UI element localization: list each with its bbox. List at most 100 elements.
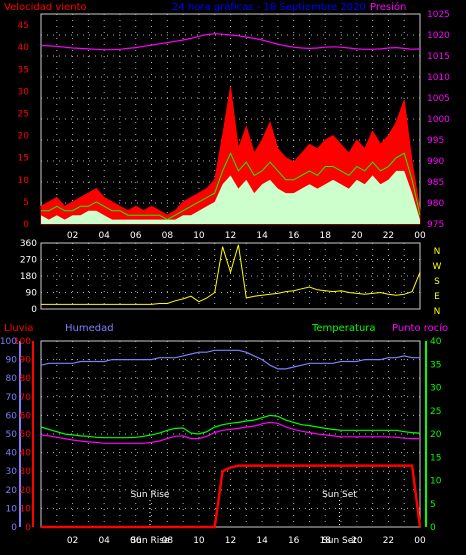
wind-y-tick: 35 (18, 65, 29, 75)
x-tick-label: 04 (98, 536, 110, 546)
wind-y-tick: 30 (18, 87, 30, 97)
wind-calm-area (41, 170, 420, 224)
humidity-y-tick: 20 (6, 486, 18, 496)
humidity-line (40, 349, 420, 370)
compass-label: E (434, 292, 440, 302)
temperature-y-tick: 30 (430, 384, 442, 394)
wind-y-tick: 20 (18, 132, 30, 142)
rain-y-tick: 30 (20, 467, 32, 477)
pressure-y-tick: 995 (427, 136, 444, 146)
humidity-y-tick: 30 (6, 467, 18, 477)
compass-label: N (434, 307, 441, 317)
x-tick-label: 06 (130, 536, 142, 546)
humidity-y-tick: 100 (0, 337, 17, 347)
x-tick-label: 14 (256, 231, 268, 241)
wind-average-line (41, 152, 421, 221)
temperature-line (40, 414, 421, 439)
temperature-y-tick: 5 (430, 500, 436, 510)
rain-y-tick: 0 (25, 523, 31, 533)
pressure-label: Presión (370, 1, 406, 13)
x-tick-label: 08 (162, 536, 174, 546)
x-tick-label: 20 (351, 536, 363, 546)
x-tick-label: 00 (414, 231, 426, 241)
temperature-y-tick: 20 (430, 430, 442, 440)
x-tick-label: 12 (225, 231, 236, 241)
wind-y-tick: 15 (18, 154, 29, 164)
chart-title: 24 hora gráficas - 18 Septiembre 2020 (172, 1, 366, 13)
humidity-y-tick: 90 (6, 356, 18, 366)
direction-y-tick: 0 (31, 305, 37, 315)
pressure-y-tick: 1005 (427, 94, 450, 104)
sun-annotation: Sun Set (322, 490, 357, 500)
compass-label: W (433, 262, 442, 272)
compass-label: S (434, 277, 440, 287)
rain-line (41, 464, 422, 529)
temperature-y-tick: 40 (430, 337, 442, 347)
rain-label: Lluvia (4, 323, 34, 334)
wind-direction-line (41, 244, 421, 305)
wind-y-tick: 45 (18, 21, 29, 31)
humidity-y-tick: 0 (11, 523, 17, 533)
x-tick-label: 04 (98, 231, 110, 241)
temperature-y-tick: 35 (430, 360, 441, 370)
wind-y-tick: 40 (18, 43, 30, 53)
x-tick-label: 10 (193, 231, 205, 241)
rain-y-tick: 60 (20, 411, 32, 421)
temperature-y-tick: 10 (430, 477, 442, 487)
humidity-y-tick: 80 (6, 374, 18, 384)
x-tick-label: 14 (256, 536, 268, 546)
x-tick-label: 20 (351, 231, 363, 241)
rain-y-tick: 100 (14, 337, 31, 347)
rain-y-tick: 50 (20, 430, 32, 440)
pressure-y-tick: 980 (427, 199, 444, 209)
x-tick-label: 22 (383, 231, 394, 241)
x-tick-label: 00 (414, 536, 426, 546)
sun-annotation: Sun Rise (130, 490, 169, 500)
wind-y-tick: 5 (23, 198, 29, 208)
pressure-y-tick: 1020 (427, 31, 450, 41)
wind-y-tick: 0 (23, 220, 29, 230)
plot-frame (40, 340, 421, 528)
pressure-line (40, 33, 421, 51)
direction-y-tick: 90 (26, 289, 38, 299)
dewpoint-label: Punto rocío (392, 322, 448, 334)
humidity-y-tick: 40 (6, 449, 18, 459)
x-tick-label: 02 (67, 536, 78, 546)
x-tick-label: 22 (383, 536, 394, 546)
pressure-y-tick: 1010 (427, 73, 450, 83)
temperature-y-tick: 0 (430, 523, 436, 533)
x-tick-label: 16 (288, 231, 300, 241)
wind-y-tick: 10 (18, 176, 30, 186)
temperature-y-tick: 15 (430, 453, 441, 463)
pressure-y-tick: 990 (427, 157, 444, 167)
x-tick-label: 18 (320, 536, 332, 546)
humidity-label: Humedad (65, 323, 114, 334)
rain-y-tick: 70 (20, 393, 32, 403)
wind-y-tick: 25 (18, 109, 29, 119)
pressure-y-tick: 985 (427, 178, 444, 188)
pressure-y-tick: 975 (427, 220, 444, 230)
x-tick-label: 10 (193, 536, 205, 546)
rain-y-tick: 20 (20, 486, 32, 496)
humidity-y-tick: 10 (6, 504, 18, 514)
sun-annotation: Sun Rise (130, 536, 169, 546)
temperature-label: Temperatura (311, 323, 376, 334)
pressure-y-tick: 1015 (427, 52, 450, 62)
wind-speed-label: Velocidad viento (4, 2, 87, 13)
x-tick-label: 06 (130, 231, 142, 241)
direction-y-tick: 360 (20, 239, 37, 249)
humidity-y-tick: 70 (6, 393, 18, 403)
pressure-y-tick: 1025 (427, 10, 450, 20)
dewpoint-line (40, 421, 420, 444)
compass-label: N (434, 247, 441, 257)
rain-y-tick: 90 (20, 356, 32, 366)
temperature-y-tick: 25 (430, 407, 441, 417)
humidity-y-tick: 50 (6, 430, 18, 440)
sun-annotation: Sun Set (322, 536, 357, 546)
x-tick-label: 18 (320, 231, 332, 241)
direction-y-tick: 180 (20, 272, 37, 282)
humidity-y-tick: 60 (6, 411, 18, 421)
pressure-y-tick: 1000 (427, 115, 450, 125)
rain-y-tick: 80 (20, 374, 32, 384)
